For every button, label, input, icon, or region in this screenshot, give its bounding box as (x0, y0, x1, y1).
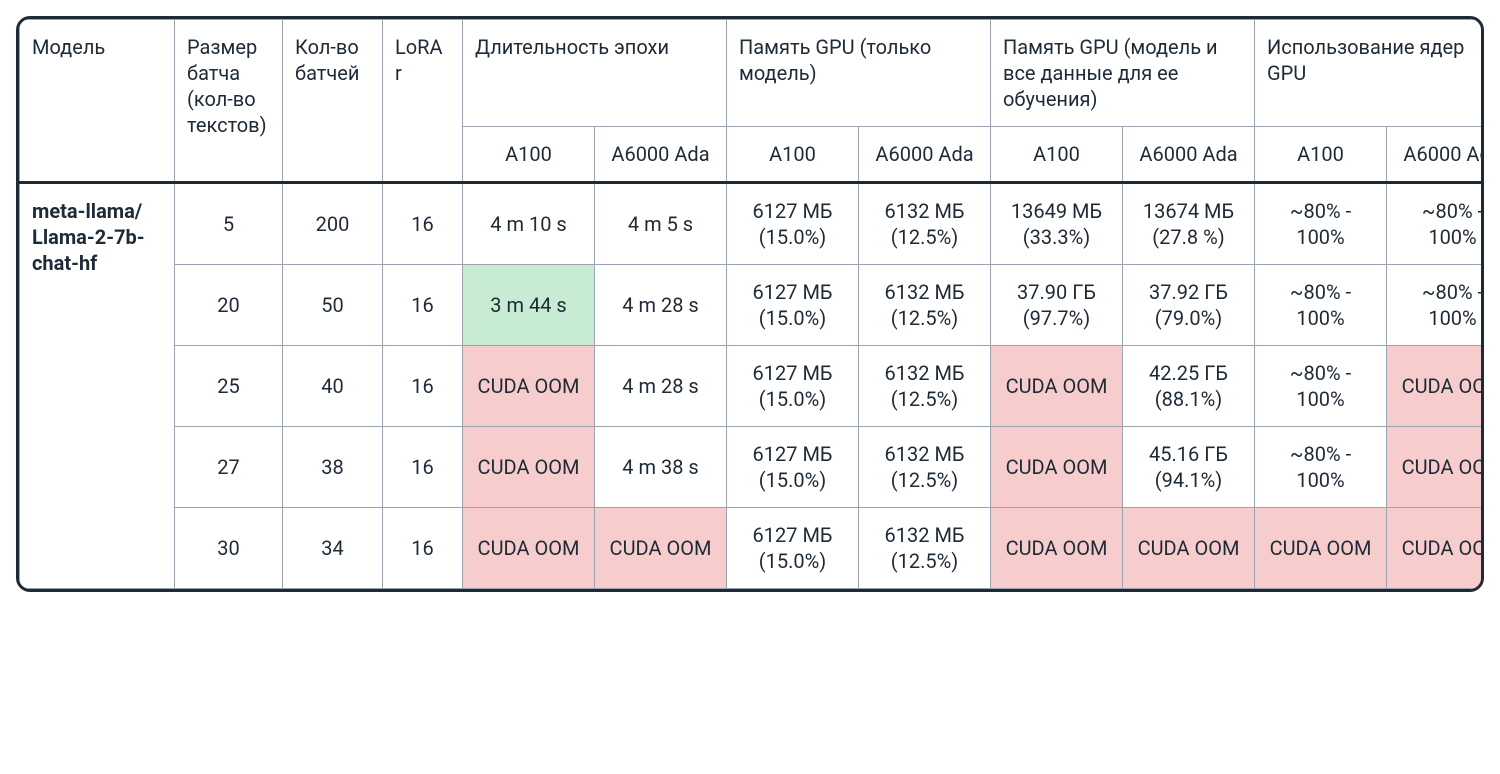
table-row: 273816CUDA OOM4 m 38 s6127 МБ (15.0%)613… (20, 427, 1485, 508)
cell-mem-model-b: 6132 МБ (12.5%) (859, 183, 991, 265)
cell-lora-r: 16 (383, 346, 463, 427)
cell-batch-count: 40 (283, 346, 383, 427)
table-row: 254016CUDA OOM4 m 28 s6127 МБ (15.0%)613… (20, 346, 1485, 427)
cell-util-b: CUDA OOM (1387, 427, 1484, 508)
cell-mem-full-b: 37.92 ГБ (79.0%) (1123, 265, 1255, 346)
cell-batch-size: 20 (175, 265, 283, 346)
cell-util-a: ~80% - 100% (1255, 265, 1387, 346)
cell-mem-model-b: 6132 МБ (12.5%) (859, 265, 991, 346)
table-container: Модель Размер батча (кол-во текстов) Кол… (16, 16, 1484, 592)
cell-batch-count: 34 (283, 508, 383, 589)
cell-mem-full-a: 13649 МБ (33.3%) (991, 183, 1123, 265)
subheader-gpu-a: A100 (727, 127, 859, 183)
table-row: meta-llama/ Llama-2-7b- chat-hf5200164 m… (20, 183, 1485, 265)
header-epoch-time: Длительность эпохи (463, 20, 727, 127)
cell-mem-model-b: 6132 МБ (12.5%) (859, 508, 991, 589)
cell-mem-model-b: 6132 МБ (12.5%) (859, 346, 991, 427)
model-name: meta-llama/ Llama-2-7b- chat-hf (20, 183, 175, 589)
cell-mem-full-b: 45.16 ГБ (94.1%) (1123, 427, 1255, 508)
header-batch-size: Размер батча (кол-во текстов) (175, 20, 283, 183)
benchmark-table: Модель Размер батча (кол-во текстов) Кол… (19, 19, 1484, 589)
cell-epoch-a: 4 m 10 s (463, 183, 595, 265)
table-row: 2050163 m 44 s4 m 28 s6127 МБ (15.0%)613… (20, 265, 1485, 346)
cell-util-a: ~80% - 100% (1255, 427, 1387, 508)
cell-batch-count: 38 (283, 427, 383, 508)
subheader-gpu-a: A100 (463, 127, 595, 183)
cell-util-b: CUDA OOM (1387, 346, 1484, 427)
cell-batch-size: 5 (175, 183, 283, 265)
cell-mem-model-a: 6127 МБ (15.0%) (727, 346, 859, 427)
cell-epoch-a: CUDA OOM (463, 346, 595, 427)
table-body: meta-llama/ Llama-2-7b- chat-hf5200164 m… (20, 183, 1485, 589)
subheader-gpu-b: A6000 Ada (859, 127, 991, 183)
cell-epoch-b: 4 m 28 s (595, 265, 727, 346)
cell-mem-model-a: 6127 МБ (15.0%) (727, 265, 859, 346)
cell-util-b: ~80% - 100% (1387, 183, 1484, 265)
cell-epoch-a: CUDA OOM (463, 508, 595, 589)
cell-mem-full-b: 13674 МБ (27.8 %) (1123, 183, 1255, 265)
cell-lora-r: 16 (383, 183, 463, 265)
cell-mem-model-b: 6132 МБ (12.5%) (859, 427, 991, 508)
header-model: Модель (20, 20, 175, 183)
cell-mem-model-a: 6127 МБ (15.0%) (727, 508, 859, 589)
cell-epoch-b: 4 m 5 s (595, 183, 727, 265)
cell-batch-size: 27 (175, 427, 283, 508)
cell-mem-full-a: CUDA OOM (991, 346, 1123, 427)
subheader-gpu-b: A6000 Ada (1387, 127, 1484, 183)
header-mem-full: Память GPU (модель и все данные для ее о… (991, 20, 1255, 127)
cell-mem-full-b: 42.25 ГБ (88.1%) (1123, 346, 1255, 427)
cell-batch-size: 30 (175, 508, 283, 589)
cell-epoch-b: 4 m 38 s (595, 427, 727, 508)
cell-lora-r: 16 (383, 508, 463, 589)
cell-batch-size: 25 (175, 346, 283, 427)
table-row: 303416CUDA OOMCUDA OOM6127 МБ (15.0%)613… (20, 508, 1485, 589)
cell-batch-count: 200 (283, 183, 383, 265)
cell-mem-full-a: CUDA OOM (991, 427, 1123, 508)
cell-mem-full-a: 37.90 ГБ (97.7%) (991, 265, 1123, 346)
subheader-gpu-a: A100 (991, 127, 1123, 183)
cell-mem-model-a: 6127 МБ (15.0%) (727, 183, 859, 265)
cell-util-a: ~80% - 100% (1255, 183, 1387, 265)
cell-mem-model-a: 6127 МБ (15.0%) (727, 427, 859, 508)
cell-util-a: ~80% - 100% (1255, 346, 1387, 427)
subheader-gpu-a: A100 (1255, 127, 1387, 183)
header-lora-r: LoRA r (383, 20, 463, 183)
subheader-gpu-b: A6000 Ada (595, 127, 727, 183)
cell-lora-r: 16 (383, 265, 463, 346)
cell-epoch-a: CUDA OOM (463, 427, 595, 508)
cell-batch-count: 50 (283, 265, 383, 346)
header-batch-count: Кол-во батчей (283, 20, 383, 183)
cell-mem-full-a: CUDA OOM (991, 508, 1123, 589)
cell-epoch-b: 4 m 28 s (595, 346, 727, 427)
cell-epoch-b: CUDA OOM (595, 508, 727, 589)
header-gpu-util: Использование ядер GPU (1255, 20, 1484, 127)
subheader-gpu-b: A6000 Ada (1123, 127, 1255, 183)
cell-lora-r: 16 (383, 427, 463, 508)
header-mem-model: Память GPU (только модель) (727, 20, 991, 127)
cell-epoch-a: 3 m 44 s (463, 265, 595, 346)
cell-util-b: ~80% - 100% (1387, 265, 1484, 346)
cell-util-a: CUDA OOM (1255, 508, 1387, 589)
cell-util-b: CUDA OOM (1387, 508, 1484, 589)
cell-mem-full-b: CUDA OOM (1123, 508, 1255, 589)
